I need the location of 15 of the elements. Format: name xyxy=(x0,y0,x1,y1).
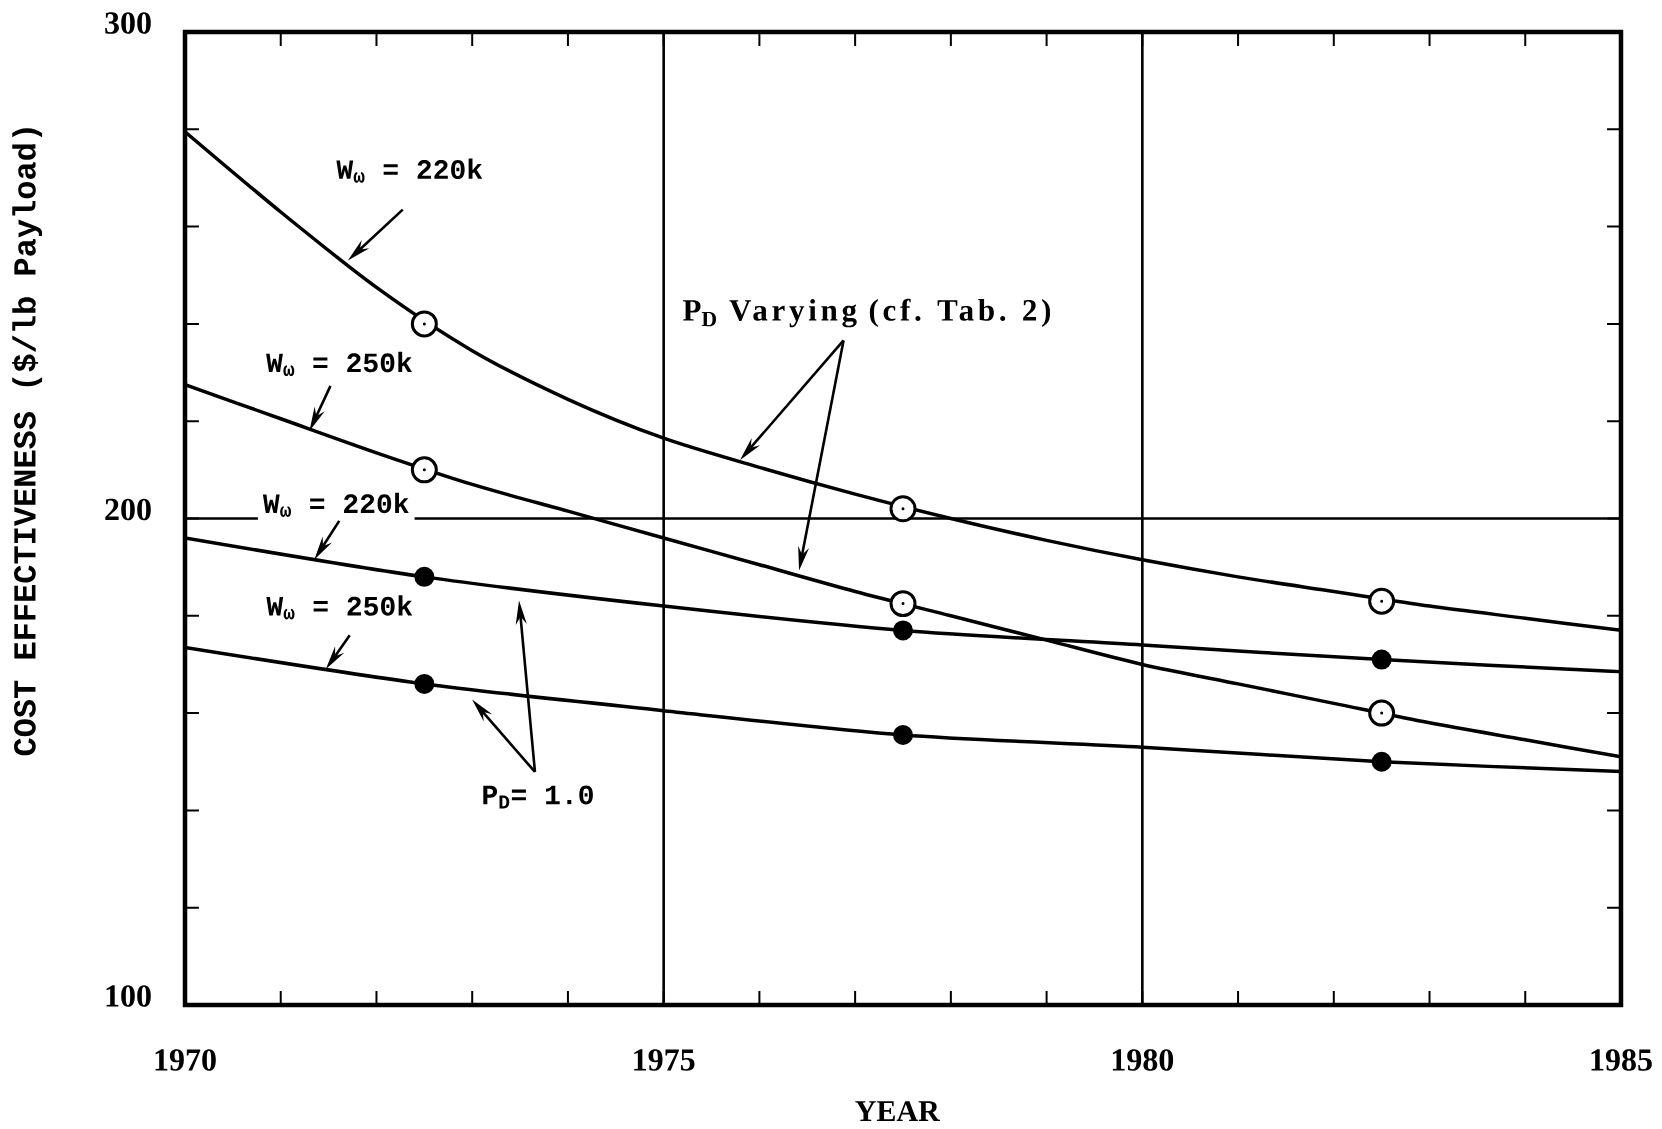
annotation: W$_{ω}$ = 220k xyxy=(262,492,409,517)
annotation: W$_{ω}$ = 250k xyxy=(266,351,412,377)
x-tick-label: 1975 xyxy=(634,1049,695,1071)
y-tick-label: 100 xyxy=(106,985,151,1007)
x-tick-label: 1985 xyxy=(1591,1049,1652,1071)
y-tick-label: 200 xyxy=(105,498,151,521)
x-tick-label: 1970 xyxy=(155,1049,216,1071)
annotation: P$_{D}$ Varying (cf. Tab. 2) xyxy=(683,298,1051,328)
y-tick-label: 300 xyxy=(105,12,151,34)
annotation: W$_{ω}$ = 250k xyxy=(266,595,413,620)
annotation: W$_{ω}$ = 220k xyxy=(336,158,483,183)
x-axis-title: YEAR xyxy=(855,1101,941,1121)
x-tick-label: 1980 xyxy=(1112,1049,1174,1071)
annotation: P$_{D}$= 1.0 xyxy=(483,785,593,809)
y-axis-title: COST EFFECTIVENESS ($/lb Payload) xyxy=(12,128,43,756)
